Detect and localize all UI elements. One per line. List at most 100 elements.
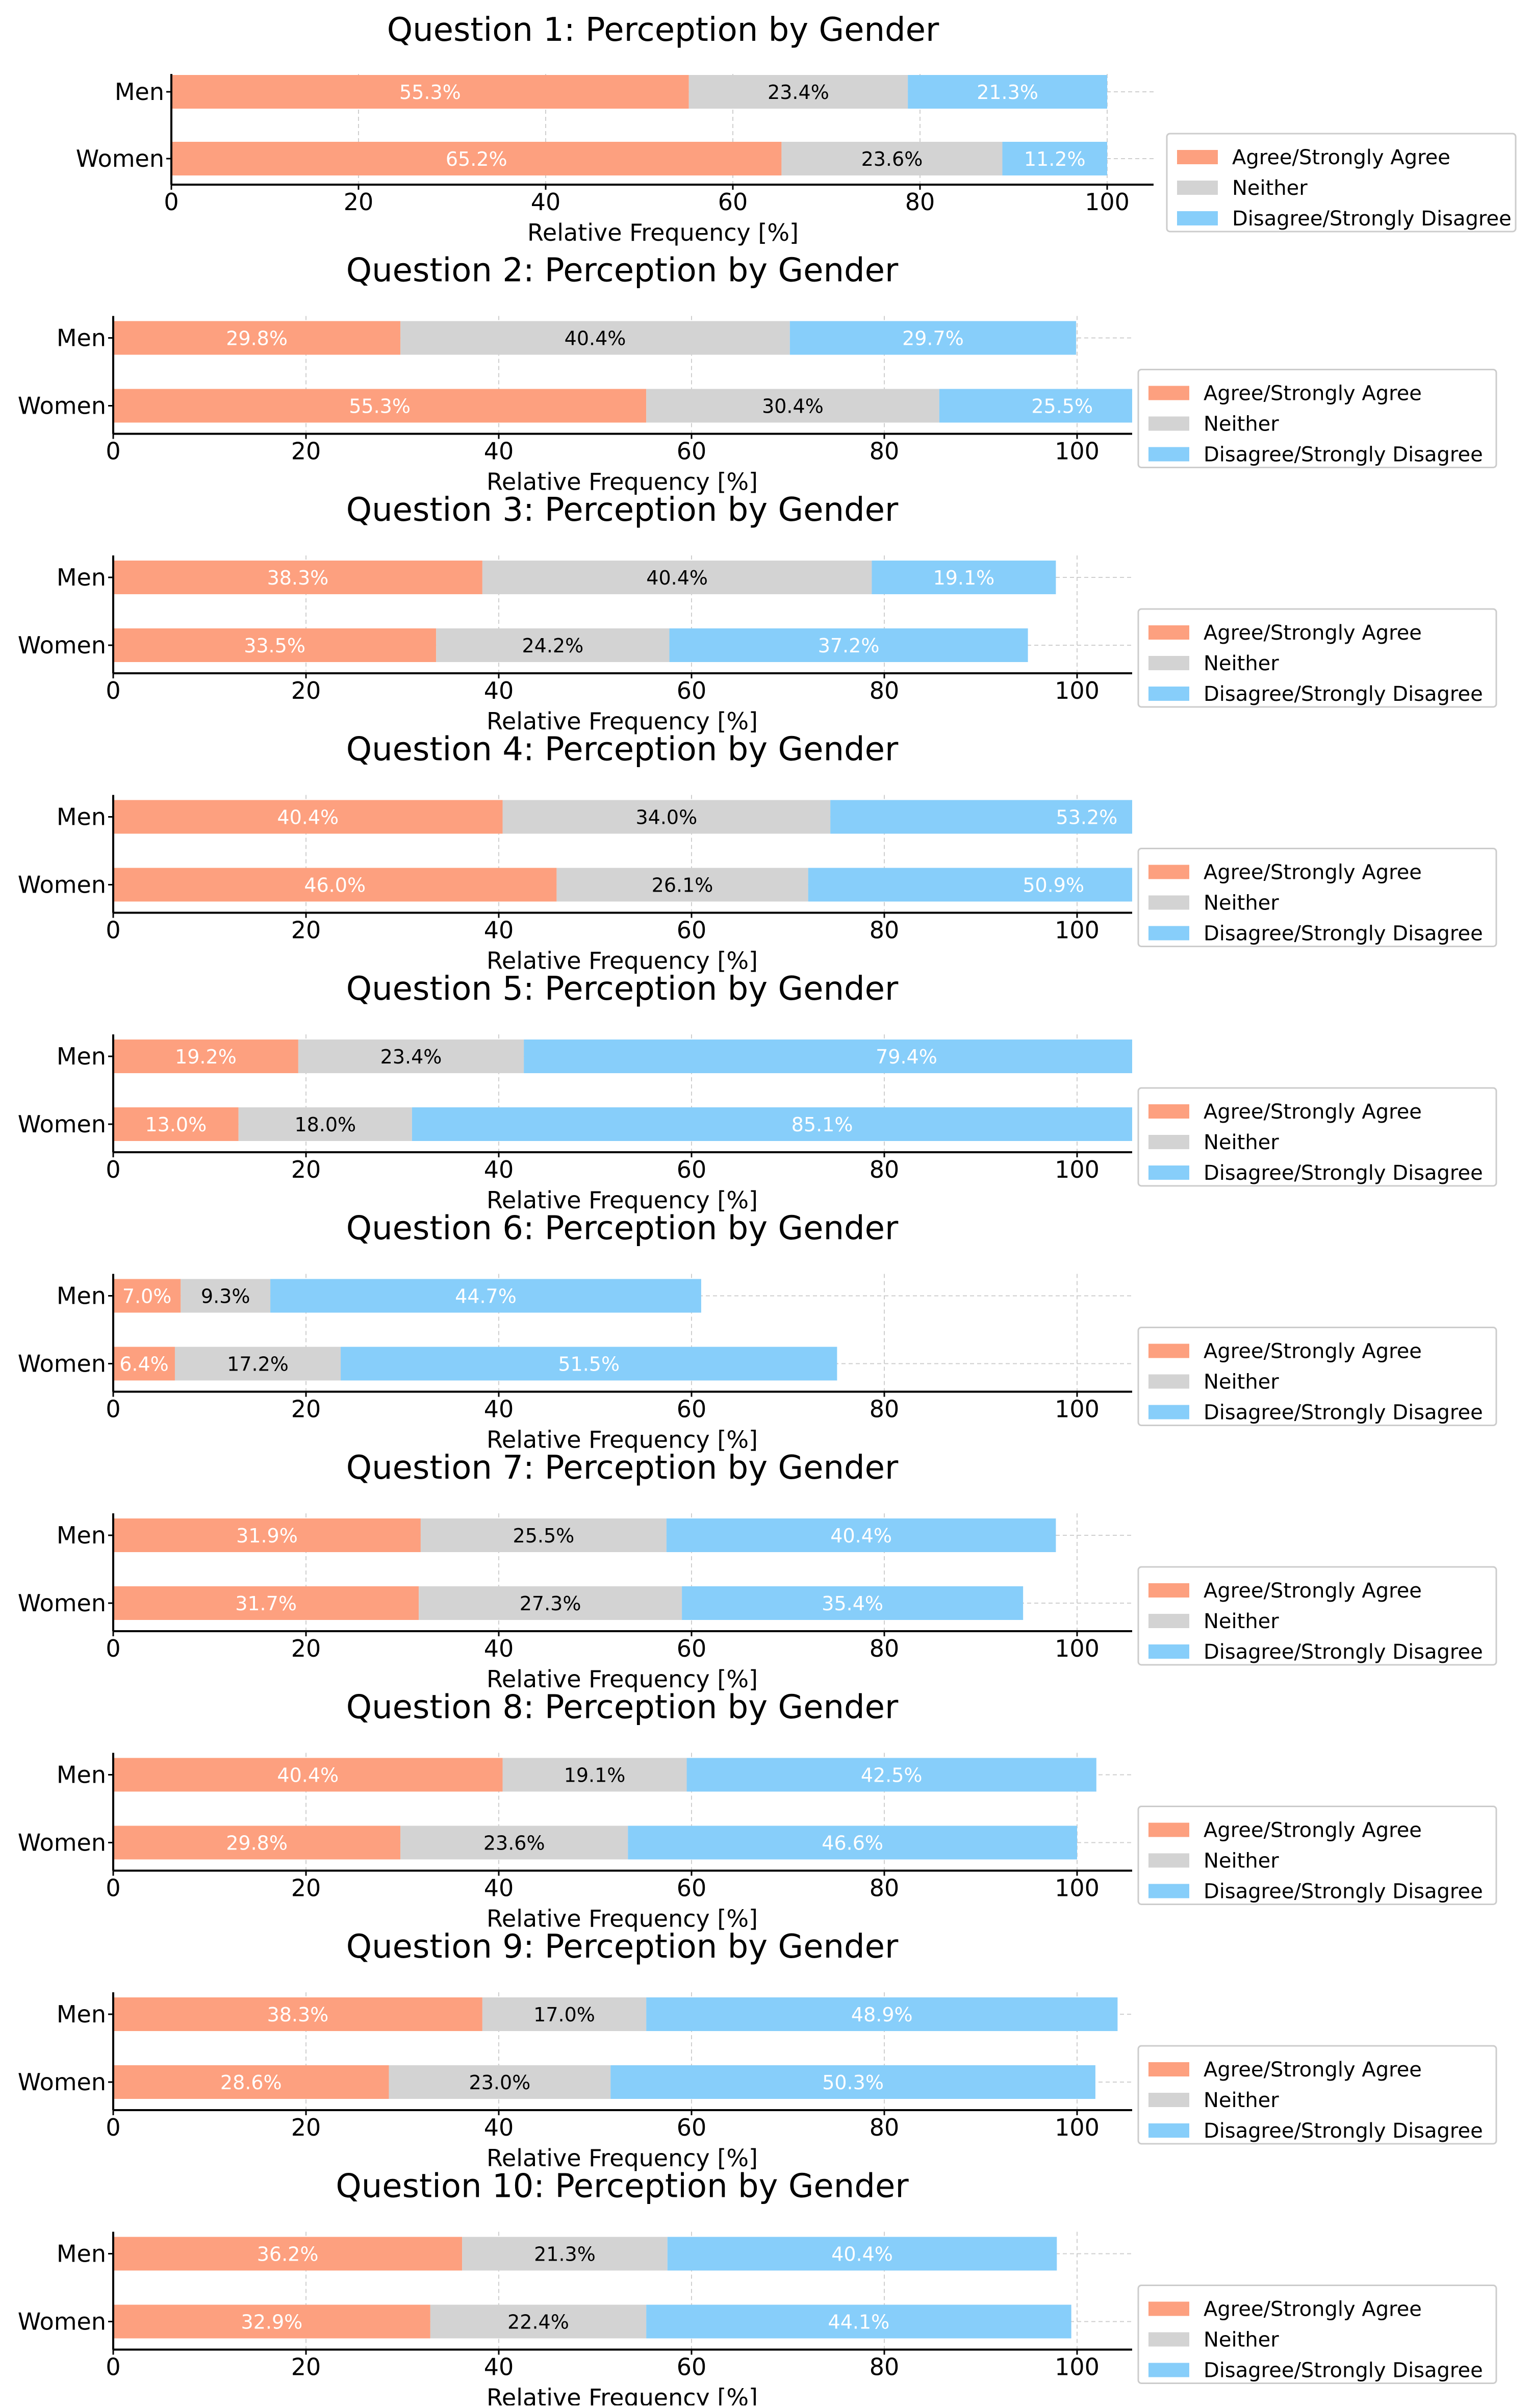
- bar-label-disagree-men: 40.4%: [830, 1525, 892, 1547]
- x-tick-label: 20: [291, 1874, 321, 1902]
- bar-disagree-women: [610, 2065, 1095, 2099]
- bar-label-disagree-women: 44.1%: [828, 2311, 890, 2334]
- x-tick-label: 0: [106, 677, 120, 704]
- legend-box: [1137, 369, 1497, 468]
- bar-label-neither-men: 23.4%: [380, 1046, 442, 1068]
- legend-swatch-agree: [1148, 1104, 1189, 1119]
- x-tick-label: 80: [870, 2114, 900, 2141]
- chart-title: Question 1: Perception by Gender: [387, 11, 939, 49]
- bar-disagree-men: [830, 800, 1132, 834]
- legend-label-neither: Neither: [1204, 1849, 1279, 1873]
- x-tick-label: 0: [106, 1156, 120, 1183]
- legend-swatch-agree: [1148, 1583, 1189, 1598]
- legend-swatch-disagree: [1148, 1884, 1189, 1898]
- x-tick-label: 100: [1055, 1874, 1100, 1902]
- legend-label-agree: Agree/Strongly Agree: [1204, 621, 1422, 645]
- bar-neither-men: [298, 1040, 524, 1073]
- x-axis-label: Relative Frequency [%]: [527, 219, 799, 246]
- legend-label-disagree: Disagree/Strongly Disagree: [1204, 2359, 1483, 2382]
- x-tick-label: 0: [106, 1874, 120, 1902]
- legend-swatch-agree: [1148, 1822, 1189, 1837]
- bar-agree-men: [113, 1518, 421, 1552]
- legend-label-disagree: Disagree/Strongly Disagree: [1204, 1401, 1483, 1425]
- bar-disagree-men: [789, 321, 1077, 355]
- legend-label-agree: Agree/Strongly Agree: [1204, 1819, 1422, 1842]
- x-tick-label: 20: [291, 677, 321, 704]
- bar-neither-men: [181, 1279, 271, 1313]
- x-tick-label: 0: [106, 2114, 120, 2141]
- bar-label-agree-women: 46.0%: [304, 874, 366, 897]
- category-label-women: Women: [18, 631, 106, 659]
- bar-label-neither-women: 26.1%: [652, 874, 713, 897]
- x-tick-label: 40: [531, 188, 561, 216]
- bar-label-agree-men: 55.3%: [399, 81, 461, 104]
- bar-neither-women: [389, 2065, 611, 2099]
- legend-label-disagree: Disagree/Strongly Disagree: [1204, 682, 1483, 706]
- legend: Agree/Strongly Agree Neither Disagree/Stro…: [1137, 1087, 1497, 1187]
- category-label-men: Men: [57, 1282, 106, 1310]
- x-tick-label: 0: [164, 188, 178, 216]
- legend-box: [1137, 1566, 1497, 1666]
- x-axis-label: Relative Frequency [%]: [487, 2144, 758, 2172]
- bar-label-agree-men: 40.4%: [277, 1764, 339, 1787]
- bar-agree-women: [113, 2065, 389, 2099]
- legend-swatch-neither: [1148, 1374, 1189, 1389]
- legend-label-agree: Agree/Strongly Agree: [1204, 1579, 1422, 1603]
- x-tick-label: 80: [870, 2353, 900, 2381]
- legend: Agree/Strongly Agree Neither Disagree/Stro…: [1137, 1806, 1497, 1905]
- bar-label-agree-women: 31.7%: [235, 1592, 297, 1615]
- legend-label-neither: Neither: [1204, 413, 1279, 436]
- category-label-men: Men: [57, 2240, 106, 2268]
- x-tick-label: 60: [677, 1635, 707, 1662]
- bar-label-neither-men: 40.4%: [646, 567, 708, 589]
- legend-box: [1137, 1327, 1497, 1426]
- category-label-men: Men: [115, 78, 164, 106]
- bar-agree-men: [113, 1040, 298, 1073]
- legend-label-neither: Neither: [1204, 1610, 1279, 1633]
- category-label-women: Women: [18, 871, 106, 899]
- legend-label-agree: Agree/Strongly Agree: [1204, 382, 1422, 405]
- x-tick-label: 0: [106, 917, 120, 944]
- x-axis-label: Relative Frequency [%]: [487, 1186, 758, 1214]
- legend-swatch-disagree: [1148, 926, 1189, 941]
- x-tick-label: 40: [484, 1635, 514, 1662]
- legend-swatch-neither: [1148, 1853, 1189, 1868]
- x-axis-label: Relative Frequency [%]: [487, 2384, 758, 2406]
- chart-title: Question 3: Perception by Gender: [346, 491, 899, 529]
- bar-agree-men: [113, 2237, 463, 2271]
- bar-label-disagree-women: 85.1%: [791, 1113, 853, 1136]
- bar-agree-men: [113, 1997, 482, 2031]
- bar-label-agree-men: 19.2%: [175, 1046, 237, 1068]
- legend-swatch-disagree: [1148, 687, 1189, 701]
- x-tick-label: 100: [1055, 1156, 1100, 1183]
- x-tick-label: 100: [1055, 1396, 1100, 1423]
- x-tick-label: 100: [1055, 438, 1100, 465]
- category-label-men: Men: [57, 1522, 106, 1549]
- bar-label-neither-men: 25.5%: [513, 1525, 575, 1547]
- bar-label-neither-women: 23.0%: [469, 2071, 531, 2094]
- bar-disagree-men: [646, 1997, 1118, 2031]
- bar-neither-women: [238, 1107, 412, 1141]
- bar-agree-men: [113, 561, 482, 594]
- legend-swatch-agree: [1148, 625, 1189, 640]
- legend-swatch-neither: [1148, 2093, 1189, 2107]
- legend-label-disagree: Disagree/Strongly Disagree: [1204, 2119, 1483, 2143]
- bar-label-neither-men: 19.1%: [564, 1764, 626, 1787]
- x-tick-label: 40: [484, 2114, 514, 2141]
- legend-label-agree: Agree/Strongly Agree: [1204, 1100, 1422, 1124]
- x-tick-label: 20: [291, 1396, 321, 1423]
- x-axis-label: Relative Frequency [%]: [487, 707, 758, 735]
- bar-label-disagree-men: 42.5%: [861, 1764, 923, 1787]
- bar-label-agree-women: 28.6%: [220, 2071, 282, 2094]
- legend-label-disagree: Disagree/Strongly Disagree: [1204, 1640, 1483, 1664]
- legend-box: [1137, 848, 1497, 947]
- bar-label-disagree-women: 46.6%: [822, 1832, 883, 1855]
- bar-agree-women: [171, 142, 782, 175]
- category-label-women: Women: [18, 1350, 106, 1378]
- legend-swatch-agree: [1177, 150, 1218, 164]
- bar-agree-men: [113, 1279, 181, 1313]
- bar-label-neither-women: 22.4%: [507, 2311, 569, 2334]
- bar-label-disagree-men: 21.3%: [977, 81, 1038, 104]
- x-tick-label: 40: [484, 1156, 514, 1183]
- chart-panel-5: Question 5: Perception by Gender 19.2% 23.…: [18, 970, 1497, 1214]
